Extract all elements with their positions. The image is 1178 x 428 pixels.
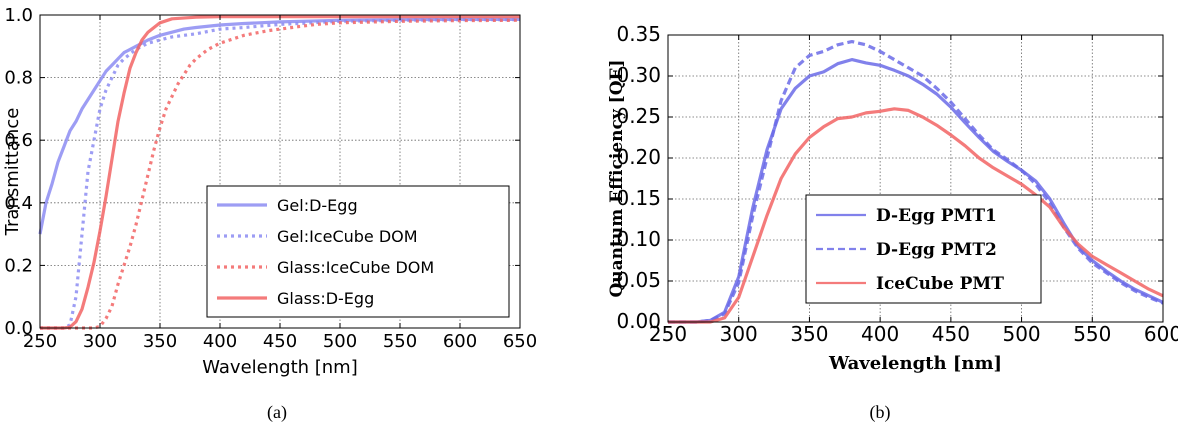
y-tick-label: 0.4 xyxy=(4,193,33,214)
y-tick-label: 0.10 xyxy=(616,227,661,251)
x-tick-label: 350 xyxy=(143,331,177,352)
chart-a-y-axis-label: Transmittance xyxy=(2,108,23,237)
chart-b: 250 300 350 400 450 500 550 600 0.00 0.05 0.10 0.15… xyxy=(607,22,1178,374)
chart-b-series xyxy=(668,39,1164,324)
y-tick-label: 0.25 xyxy=(616,104,661,128)
y-tick-label: 0.15 xyxy=(616,186,661,210)
x-tick-label: 300 xyxy=(83,331,117,352)
x-tick-label: 600 xyxy=(1144,322,1178,346)
x-tick-label: 450 xyxy=(932,322,970,346)
legend-label: IceCube PMT xyxy=(876,274,1004,294)
legend-box xyxy=(805,194,1042,304)
series-line-4 xyxy=(40,15,520,330)
chart-b-legend: D-Egg PMT1 D-Egg PMT2 IceCube PMT xyxy=(805,194,1042,304)
y-tick-label: 0.20 xyxy=(616,145,661,169)
legend-label: D-Egg PMT2 xyxy=(876,240,997,260)
x-tick-label: 350 xyxy=(790,322,828,346)
x-tick-label: 550 xyxy=(383,331,417,352)
x-tick-label: 300 xyxy=(720,322,758,346)
caption-a: (a) xyxy=(267,402,287,423)
x-tick-label: 250 xyxy=(23,331,57,352)
caption-b: (b) xyxy=(870,402,891,423)
series-line-3 xyxy=(668,107,1164,324)
x-tick-label: 650 xyxy=(503,331,537,352)
y-tick-label: 0.30 xyxy=(616,63,661,87)
x-tick-label: 500 xyxy=(323,331,357,352)
legend-label: D-Egg PMT1 xyxy=(876,206,997,226)
chart-a-series xyxy=(38,15,521,330)
y-tick-label: 0.05 xyxy=(616,268,661,292)
y-tick-label: 0.0 xyxy=(4,318,33,339)
x-tick-label: 500 xyxy=(1002,322,1040,346)
legend-label: Glass:D-Egg xyxy=(277,289,374,308)
y-tick-label: 0.35 xyxy=(616,22,661,46)
x-tick-label: 450 xyxy=(263,331,297,352)
chart-b-frame xyxy=(667,34,1164,323)
legend-label: Gel:D-Egg xyxy=(277,196,358,215)
series-line-1 xyxy=(38,17,520,235)
chart-a: 250 300 350 400 450 500 550 600 650 0.0 0.2 0.4 0.6 0… xyxy=(2,5,537,378)
x-tick-label: 600 xyxy=(443,331,477,352)
series-line-3 xyxy=(40,18,521,330)
chart-a-x-axis-label: Wavelength [nm] xyxy=(202,357,358,378)
x-tick-label: 550 xyxy=(1073,322,1111,346)
chart-b-ticks: 250 300 350 400 450 500 550 600 0.00 0.05 0.10 0.15… xyxy=(616,22,1178,346)
y-tick-label: 1.0 xyxy=(4,5,33,26)
chart-b-y-axis-label: Quantum Efficiency [QE] xyxy=(607,59,627,297)
y-tick-label: 0.00 xyxy=(616,309,661,333)
y-tick-label: 0.2 xyxy=(4,255,33,276)
x-tick-label: 400 xyxy=(861,322,899,346)
chart-a-ticks: 250 300 350 400 450 500 550 600 650 0.0 0.2 0.4 0.6 0… xyxy=(4,5,537,352)
legend-label: Gel:IceCube DOM xyxy=(277,227,418,246)
x-tick-label: 400 xyxy=(203,331,237,352)
series-line-2 xyxy=(668,39,1164,324)
chart-a-legend: Gel:D-Egg Gel:IceCube DOM Glass:IceCube DO… xyxy=(206,185,510,318)
x-tick-label: 250 xyxy=(649,322,687,346)
legend-label: Glass:IceCube DOM xyxy=(277,258,434,277)
y-tick-label: 0.6 xyxy=(4,130,33,151)
chart-b-x-axis-label: Wavelength [nm] xyxy=(828,353,1002,374)
legend-box xyxy=(206,185,510,318)
series-line-2 xyxy=(40,18,520,330)
y-tick-label: 0.8 xyxy=(4,68,33,89)
